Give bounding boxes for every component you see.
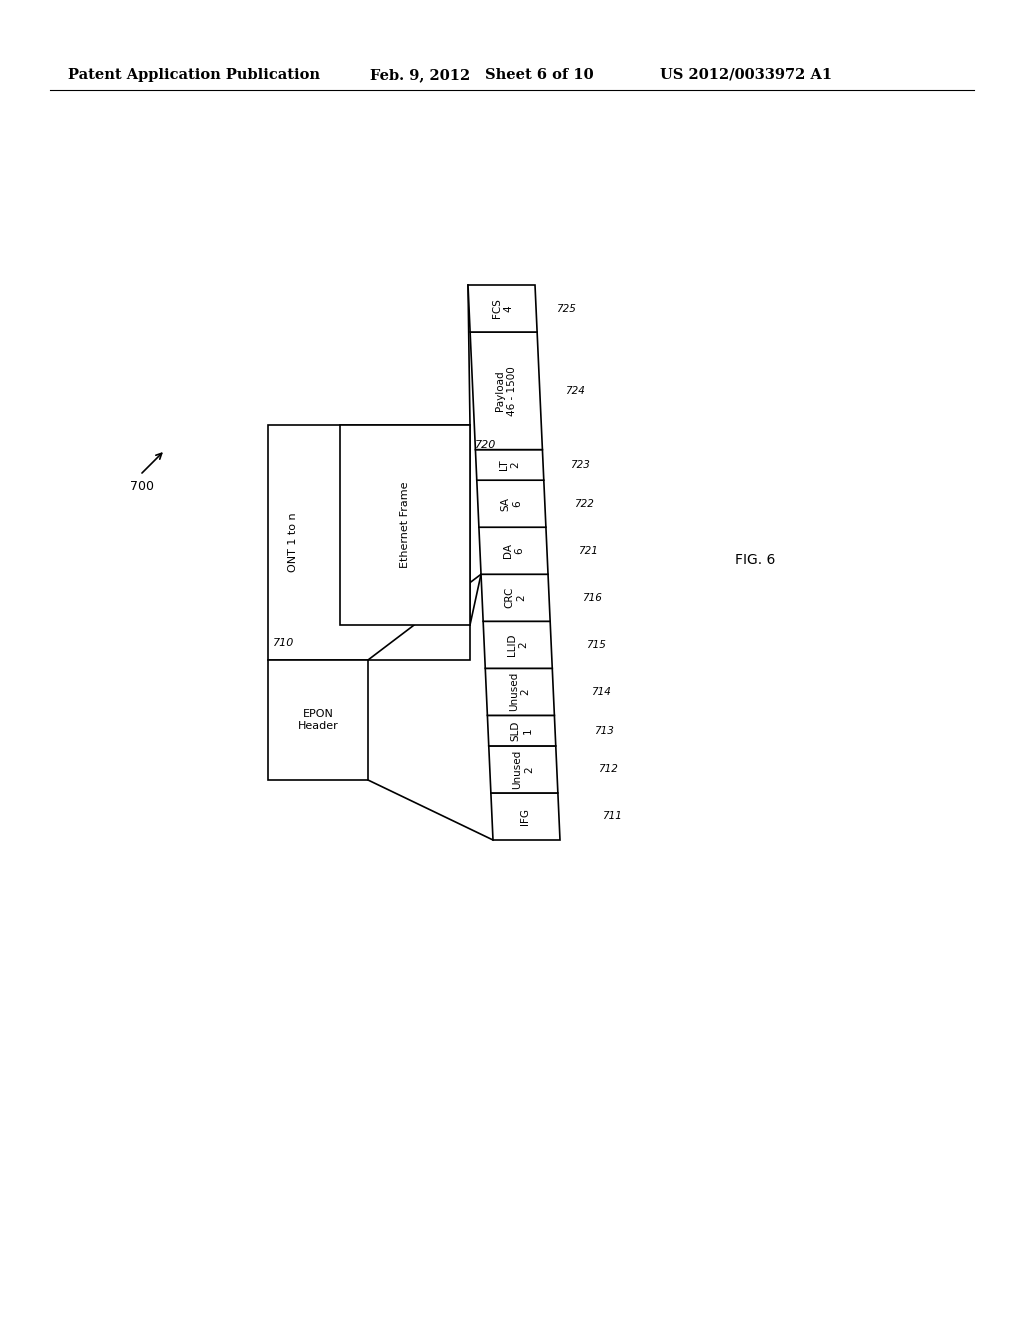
Text: Patent Application Publication: Patent Application Publication — [68, 69, 319, 82]
Bar — [268, 660, 368, 780]
Polygon shape — [490, 793, 560, 840]
Text: Unused
2: Unused 2 — [513, 750, 535, 789]
Text: FCS
4: FCS 4 — [492, 298, 513, 318]
Text: 724: 724 — [565, 385, 585, 396]
Text: 723: 723 — [570, 459, 590, 470]
Text: LT
2: LT 2 — [499, 459, 520, 470]
Polygon shape — [481, 574, 550, 622]
Text: Unused
2: Unused 2 — [509, 672, 530, 711]
Text: LLID
2: LLID 2 — [507, 634, 528, 656]
Text: 710: 710 — [273, 638, 294, 648]
Text: US 2012/0033972 A1: US 2012/0033972 A1 — [660, 69, 833, 82]
Text: 725: 725 — [556, 304, 577, 314]
Polygon shape — [468, 285, 538, 333]
Text: Payload
46 - 1500: Payload 46 - 1500 — [496, 366, 517, 416]
Polygon shape — [488, 746, 558, 793]
Polygon shape — [487, 715, 556, 746]
Text: 714: 714 — [591, 686, 610, 697]
Text: Ethernet Frame: Ethernet Frame — [400, 482, 410, 568]
Text: IFG: IFG — [520, 808, 530, 825]
Text: 722: 722 — [573, 499, 594, 508]
Bar — [340, 425, 470, 624]
Text: 700: 700 — [130, 480, 154, 492]
Text: 716: 716 — [583, 593, 602, 603]
Text: DA
6: DA 6 — [503, 544, 524, 558]
Text: SLD
1: SLD 1 — [511, 721, 532, 741]
Text: 713: 713 — [594, 726, 613, 735]
Polygon shape — [483, 622, 552, 668]
Polygon shape — [477, 480, 546, 527]
Text: SA
6: SA 6 — [501, 496, 522, 511]
Text: 712: 712 — [598, 764, 617, 775]
Text: EPON
Header: EPON Header — [298, 709, 338, 731]
Text: 721: 721 — [578, 545, 598, 556]
Text: FIG. 6: FIG. 6 — [735, 553, 775, 568]
Text: 711: 711 — [602, 812, 622, 821]
Text: 720: 720 — [475, 440, 497, 450]
Bar — [268, 425, 470, 660]
Polygon shape — [479, 527, 548, 574]
Text: Sheet 6 of 10: Sheet 6 of 10 — [485, 69, 594, 82]
Text: ONT 1 to n: ONT 1 to n — [288, 512, 298, 573]
Text: Feb. 9, 2012: Feb. 9, 2012 — [370, 69, 470, 82]
Polygon shape — [485, 668, 554, 715]
Polygon shape — [470, 333, 543, 450]
Text: 715: 715 — [587, 640, 606, 649]
Polygon shape — [475, 450, 544, 480]
Text: CRC
2: CRC 2 — [505, 587, 526, 609]
